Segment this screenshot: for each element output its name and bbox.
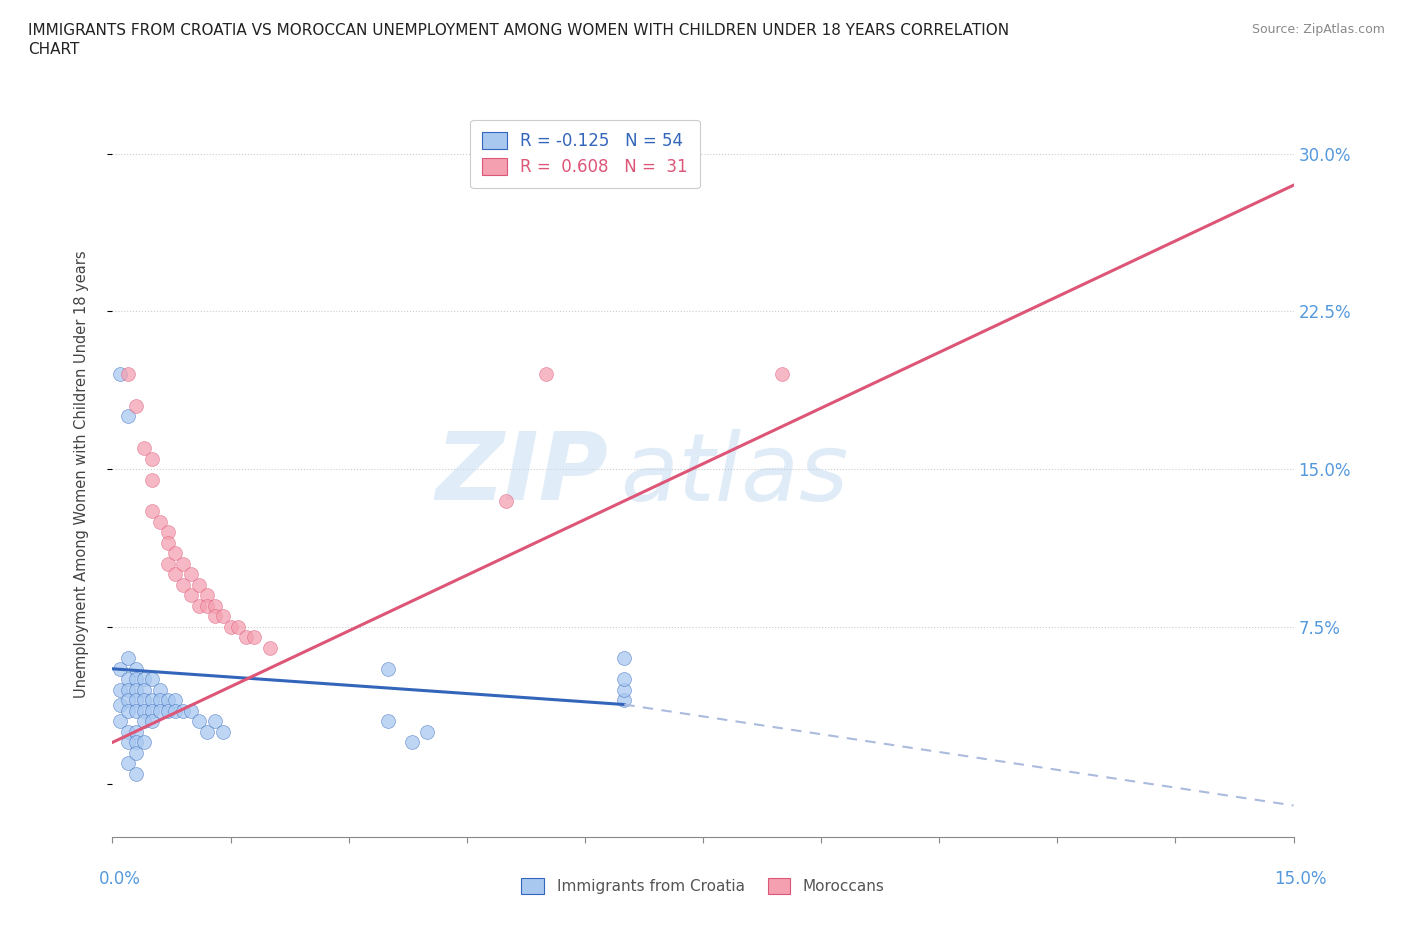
Point — [125, 724, 148, 739]
Y-axis label: Unemployment Among Women with Children Under 18 years: Unemployment Among Women with Children U… — [75, 250, 89, 698]
Point — [132, 671, 155, 686]
Point — [132, 714, 155, 729]
Point — [211, 609, 233, 624]
Point — [165, 693, 187, 708]
Point — [165, 703, 187, 718]
Point — [141, 714, 163, 729]
Point — [211, 724, 233, 739]
Point — [165, 566, 187, 581]
Point — [132, 693, 155, 708]
Text: 0.0%: 0.0% — [98, 870, 141, 888]
Point — [377, 661, 399, 676]
Point — [141, 472, 163, 487]
Point — [117, 724, 139, 739]
Text: CHART: CHART — [28, 42, 80, 57]
Point — [195, 588, 218, 603]
Point — [377, 714, 399, 729]
Point — [165, 546, 187, 561]
Point — [149, 703, 172, 718]
Text: 15.0%: 15.0% — [1274, 870, 1327, 888]
Point — [117, 683, 139, 698]
Point — [235, 630, 257, 644]
Point — [149, 683, 172, 698]
Point — [156, 556, 179, 571]
Point — [110, 714, 132, 729]
Point — [125, 703, 148, 718]
Point — [110, 661, 132, 676]
Point — [141, 671, 163, 686]
Legend: Immigrants from Croatia, Moroccans: Immigrants from Croatia, Moroccans — [513, 870, 893, 902]
Point — [195, 724, 218, 739]
Point — [259, 641, 281, 656]
Point — [141, 693, 163, 708]
Point — [613, 651, 636, 666]
Point — [141, 451, 163, 466]
Point — [125, 766, 148, 781]
Point — [243, 630, 266, 644]
Point — [172, 703, 194, 718]
Point — [204, 598, 226, 613]
Point — [416, 724, 439, 739]
Point — [188, 578, 211, 592]
Point — [156, 525, 179, 539]
Point — [156, 693, 179, 708]
Point — [613, 693, 636, 708]
Point — [188, 714, 211, 729]
Point — [117, 756, 139, 771]
Point — [156, 703, 179, 718]
Text: atlas: atlas — [620, 429, 849, 520]
Point — [117, 671, 139, 686]
Point — [141, 703, 163, 718]
Point — [132, 683, 155, 698]
Point — [117, 409, 139, 424]
Text: Source: ZipAtlas.com: Source: ZipAtlas.com — [1251, 23, 1385, 36]
Point — [156, 535, 179, 550]
Point — [495, 493, 517, 508]
Point — [141, 504, 163, 519]
Text: ZIP: ZIP — [436, 429, 609, 520]
Point — [149, 514, 172, 529]
Point — [117, 735, 139, 750]
Point — [125, 693, 148, 708]
Point — [125, 661, 148, 676]
Point — [110, 683, 132, 698]
Point — [180, 588, 202, 603]
Point — [219, 619, 242, 634]
Point — [228, 619, 250, 634]
Point — [117, 651, 139, 666]
Point — [180, 566, 202, 581]
Point — [110, 698, 132, 712]
Point — [204, 609, 226, 624]
Point — [125, 746, 148, 761]
Point — [125, 671, 148, 686]
Point — [125, 735, 148, 750]
Point — [534, 367, 557, 382]
Point — [770, 367, 793, 382]
Point — [172, 556, 194, 571]
Point — [125, 683, 148, 698]
Point — [149, 693, 172, 708]
Point — [117, 703, 139, 718]
Text: IMMIGRANTS FROM CROATIA VS MOROCCAN UNEMPLOYMENT AMONG WOMEN WITH CHILDREN UNDER: IMMIGRANTS FROM CROATIA VS MOROCCAN UNEM… — [28, 23, 1010, 38]
Point — [125, 399, 148, 414]
Point — [132, 735, 155, 750]
Point — [172, 578, 194, 592]
Point — [132, 441, 155, 456]
Point — [117, 367, 139, 382]
Point — [110, 367, 132, 382]
Point — [132, 703, 155, 718]
Point — [188, 598, 211, 613]
Point — [401, 735, 423, 750]
Point — [204, 714, 226, 729]
Point — [180, 703, 202, 718]
Point — [117, 693, 139, 708]
Point — [613, 683, 636, 698]
Point — [613, 671, 636, 686]
Point — [195, 598, 218, 613]
